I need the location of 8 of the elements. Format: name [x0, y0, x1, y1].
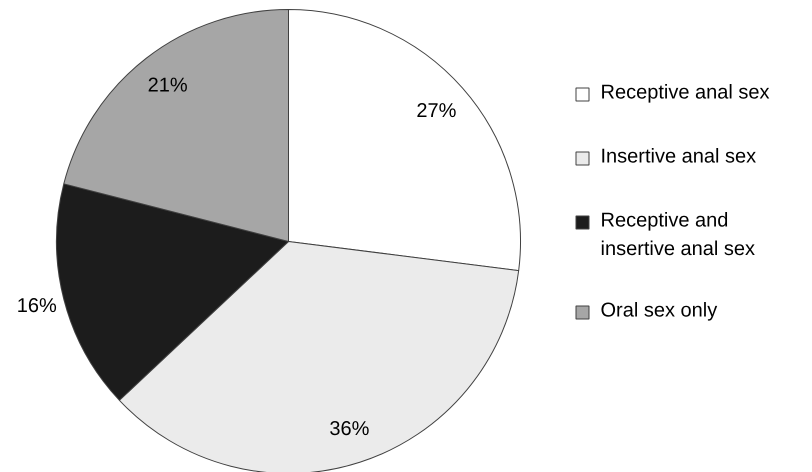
data-label: 21% — [148, 74, 188, 97]
legend-label: Insertive anal sex — [600, 146, 756, 168]
legend-label: Receptive anal sex — [600, 82, 770, 104]
legend-label: Receptive and insertive anal sex — [600, 210, 756, 260]
data-label: 16% — [16, 295, 58, 318]
data-label: 36% — [329, 418, 370, 440]
data-label: 27% — [416, 100, 457, 122]
legend-label: Oral sex only — [600, 300, 718, 322]
